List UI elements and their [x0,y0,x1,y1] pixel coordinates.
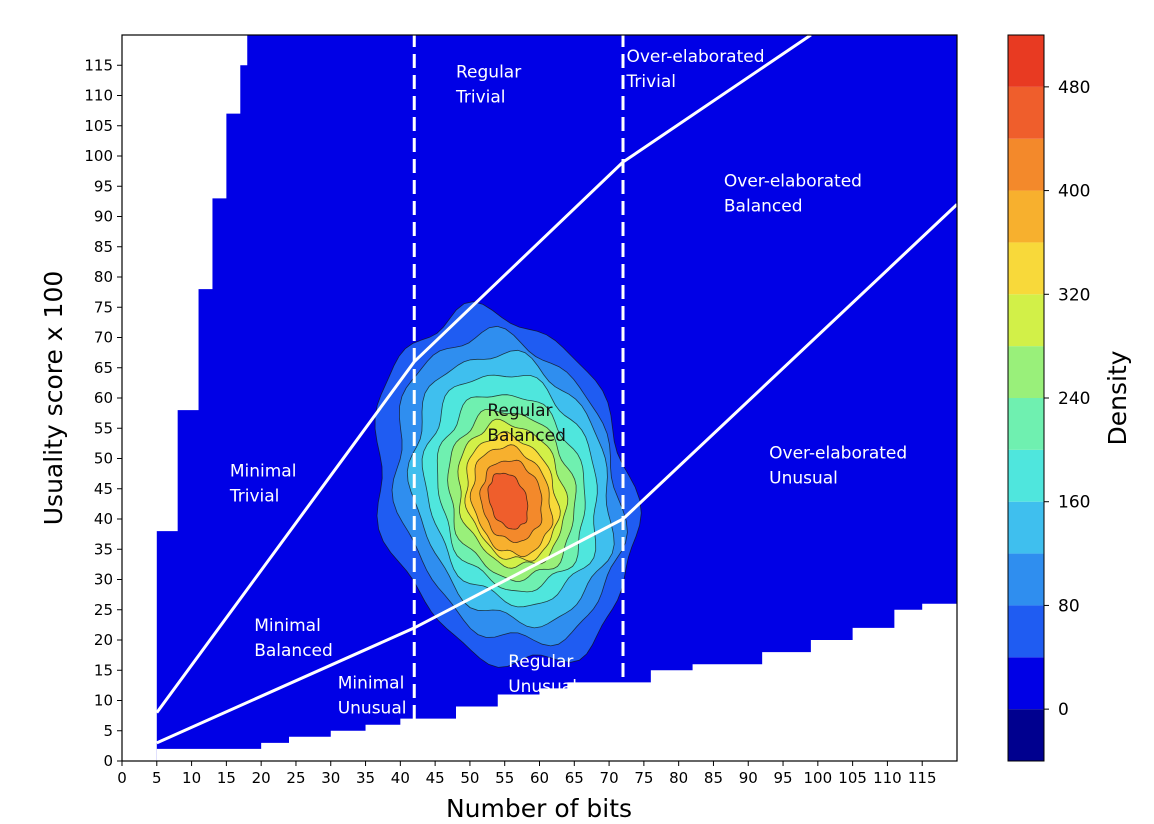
x-tick-label: 15 [217,769,236,787]
y-tick-label: 5 [103,722,113,740]
y-tick-label: 85 [94,238,113,256]
y-tick-label: 40 [94,510,113,528]
colorbar-tick-label: 480 [1058,78,1090,98]
x-tick-label: 20 [252,769,271,787]
x-tick-label: 70 [600,769,619,787]
region-label-line1: Over-elaborated [626,47,764,67]
region-label-line1: Regular [508,652,573,672]
y-tick-label: 25 [94,601,113,619]
colorbar-tick-label: 240 [1058,389,1090,409]
region-label-line1: Minimal [338,673,405,693]
x-tick-label: 30 [321,769,340,787]
x-tick-label: 85 [704,769,723,787]
x-tick-label: 105 [838,769,867,787]
y-tick-label: 30 [94,571,113,589]
y-tick-label: 105 [84,117,113,135]
x-tick-label: 55 [495,769,514,787]
x-tick-label: 50 [460,769,479,787]
colorbar-band [1008,554,1044,606]
x-tick-label: 0 [117,769,127,787]
colorbar-tick-label: 400 [1058,182,1090,202]
colorbar-tick-label: 160 [1058,493,1090,513]
y-tick-label: 0 [103,752,113,770]
x-tick-label: 45 [426,769,445,787]
y-tick-label: 45 [94,480,113,498]
region-label-line2: Balanced [487,426,566,446]
colorbar-band [1008,605,1044,657]
y-tick-label: 60 [94,389,113,407]
y-tick-label: 35 [94,540,113,558]
colorbar-band [1008,346,1044,398]
x-tick-label: 110 [873,769,902,787]
y-tick-label: 90 [94,208,113,226]
region-label-line1: Regular [487,401,552,421]
colorbar-label: Density [1103,350,1132,445]
colorbar-tick-label: 80 [1058,596,1080,616]
y-axis-label: Usuality score x 100 [39,271,68,526]
colorbar-band [1008,35,1044,87]
region-label-line2: Unusual [508,677,577,697]
x-tick-label: 40 [391,769,410,787]
x-tick-label: 95 [773,769,792,787]
x-tick-label: 25 [286,769,305,787]
x-tick-label: 5 [152,769,162,787]
x-tick-label: 75 [634,769,653,787]
x-tick-label: 65 [565,769,584,787]
colorbar-band [1008,294,1044,346]
x-tick-label: 10 [182,769,201,787]
region-label-line1: Minimal [230,462,297,482]
region-label-line1: Regular [456,62,521,82]
colorbar-band [1008,139,1044,191]
x-axis-label: Number of bits [446,794,632,823]
y-tick-label: 115 [84,56,113,74]
y-tick-label: 100 [84,147,113,165]
colorbar-band [1008,657,1044,709]
colorbar-band [1008,502,1044,554]
region-label-line2: Trivial [625,72,676,92]
region-label-line1: Over-elaborated [724,171,862,191]
x-tick-label: 90 [739,769,758,787]
y-tick-label: 10 [94,692,113,710]
x-tick-label: 115 [908,769,937,787]
y-tick-label: 50 [94,450,113,468]
y-tick-label: 70 [94,329,113,347]
colorbar-band [1008,242,1044,294]
y-tick-label: 15 [94,661,113,679]
y-tick-label: 65 [94,359,113,377]
x-axis: 0 5 10 15 20 25 30 35 40 45 50 55 60 65 70 75 80 85 90 95 10… [117,761,936,787]
region-label-line2: Balanced [254,641,333,661]
colorbar-band [1008,191,1044,243]
x-tick-label: 35 [356,769,375,787]
y-axis: 0 5 10 15 20 25 30 35 40 45 50 55 60 65 70 75 80 85 90 95 10… [84,56,122,770]
colorbar-band [1008,87,1044,139]
colorbar-tick-label: 320 [1058,285,1090,305]
x-tick-label: 60 [530,769,549,787]
region-label-line2: Trivial [229,487,280,507]
y-tick-label: 20 [94,631,113,649]
colorbar-tick-label: 0 [1058,700,1069,720]
y-tick-label: 55 [94,419,113,437]
contour-chart: 0 5 10 15 20 25 30 35 40 45 50 55 60 65 70 75 80 85 90 95 10… [0,0,1154,824]
x-tick-label: 80 [669,769,688,787]
y-tick-label: 75 [94,298,113,316]
x-tick-label: 100 [804,769,833,787]
colorbar-band [1008,398,1044,450]
y-tick-label: 110 [84,87,113,105]
region-label-line2: Balanced [724,196,803,216]
region-label-line2: Unusual [769,469,838,489]
region-label-line2: Unusual [338,698,407,718]
colorbar-band [1008,450,1044,502]
region-label-line1: Minimal [254,616,321,636]
region-label-line2: Trivial [455,87,506,107]
region-label-line1: Over-elaborated [769,444,907,464]
y-tick-label: 95 [94,177,113,195]
colorbar: 0 80 160 240 320 400 480 [1008,35,1090,761]
y-tick-label: 80 [94,268,113,286]
colorbar-band [1008,709,1044,761]
